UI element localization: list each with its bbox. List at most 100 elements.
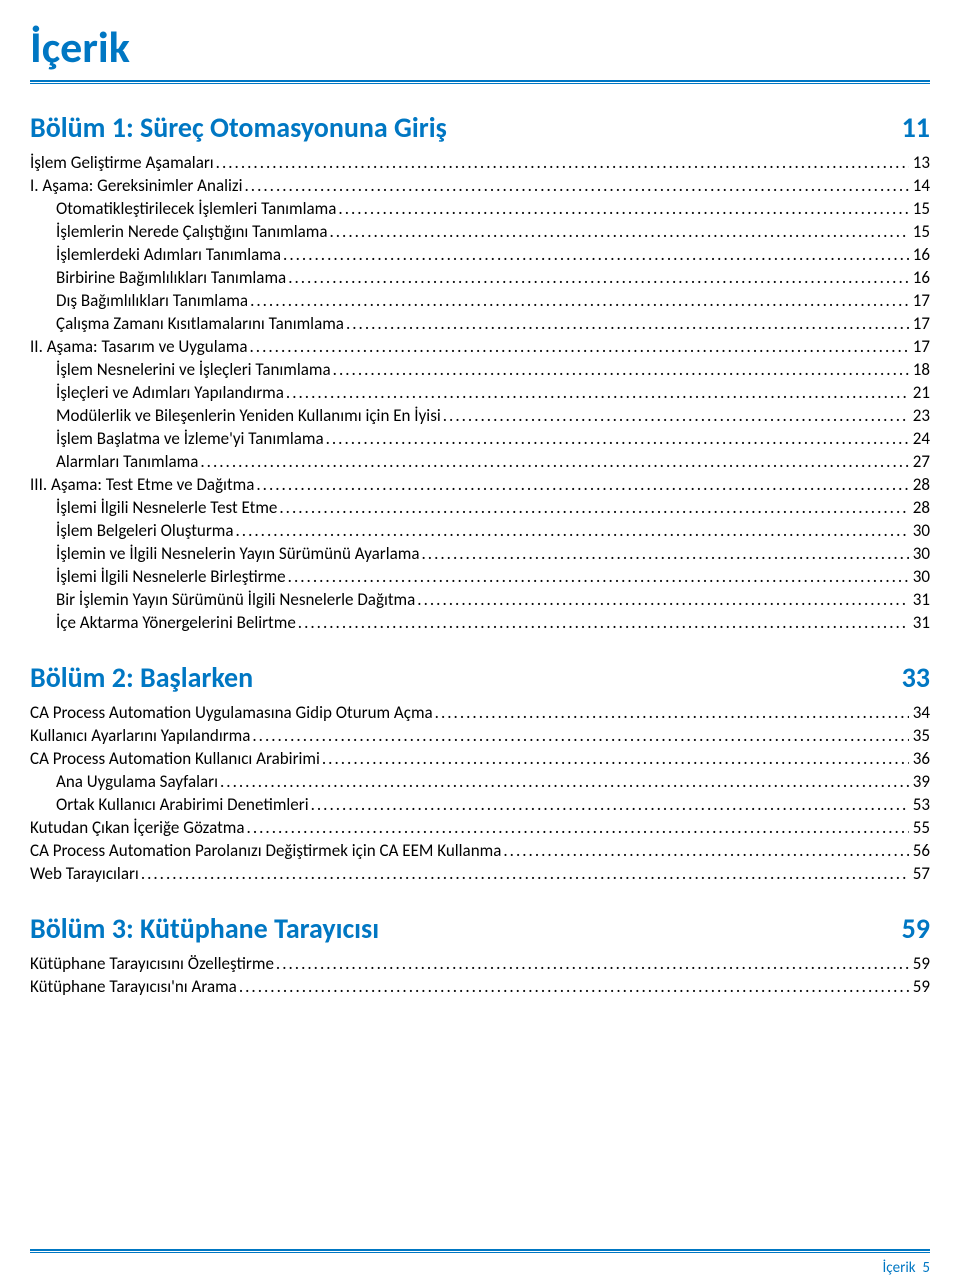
rule-bot <box>30 83 930 84</box>
toc-entry-page: 23 <box>913 404 930 427</box>
toc-container: Bölüm 1: Süreç Otomasyonuna Giriş11 İşlem… <box>30 110 930 998</box>
toc-leader-dots <box>236 519 909 542</box>
toc-entry: İşlemi İlgili Nesnelerle Test Etme28 <box>30 496 930 519</box>
chapter-heading: Bölüm 2: Başlarken33 <box>30 660 930 695</box>
toc-entry-page: 13 <box>913 151 930 174</box>
toc-entry-page: 36 <box>913 747 930 770</box>
toc-entry: İşlemlerdeki Adımları Tanımlama16 <box>30 243 930 266</box>
toc-entry-page: 15 <box>913 197 930 220</box>
toc-entry-text: CA Process Automation Kullanıcı Arabirim… <box>30 747 320 770</box>
toc-entry: Ana Uygulama Sayfaları39 <box>30 770 930 793</box>
toc-entry-page: 56 <box>913 839 930 862</box>
toc-leader-dots <box>276 952 909 975</box>
toc-entry-page: 28 <box>913 496 930 519</box>
toc-entry-text: İşlem Geliştirme Aşamaları <box>30 151 214 174</box>
toc-entry: Bir İşlemin Yayın Sürümünü İlgili Nesnel… <box>30 588 930 611</box>
footer-pagenum: 5 <box>922 1259 930 1277</box>
toc-entry: İşlem Nesnelerini ve İşleçleri Tanımlama… <box>30 358 930 381</box>
toc-leader-dots <box>286 381 909 404</box>
toc-entry-text: İşlemi İlgili Nesnelerle Birleştirme <box>56 565 286 588</box>
toc-entry-page: 28 <box>913 473 930 496</box>
chapter-heading: Bölüm 3: Kütüphane Tarayıcısı59 <box>30 911 930 946</box>
toc-entry-page: 34 <box>913 701 930 724</box>
toc-leader-dots <box>216 151 909 174</box>
toc-entry-text: Çalışma Zamanı Kısıtlamalarını Tanımlama <box>56 312 344 335</box>
toc-entry-page: 17 <box>913 289 930 312</box>
toc-leader-dots <box>250 335 909 358</box>
toc-entry-text: İşlem Belgeleri Oluşturma <box>56 519 234 542</box>
toc-entry: CA Process Automation Kullanıcı Arabirim… <box>30 747 930 770</box>
toc-leader-dots <box>346 312 909 335</box>
toc-entry-page: 27 <box>913 450 930 473</box>
toc-leader-dots <box>245 174 909 197</box>
toc-entry-text: Kullanıcı Ayarlarını Yapılandırma <box>30 724 250 747</box>
toc-entry-page: 57 <box>913 862 930 885</box>
chapter-title: Bölüm 3: Kütüphane Tarayıcısı <box>30 911 379 946</box>
footer-rule-top <box>30 1249 930 1251</box>
toc-section: CA Process Automation Uygulamasına Gidip… <box>30 701 930 885</box>
toc-entry-text: CA Process Automation Uygulamasına Gidip… <box>30 701 433 724</box>
toc-leader-dots <box>443 404 909 427</box>
toc-entry: Otomatikleştirilecek İşlemleri Tanımlama… <box>30 197 930 220</box>
toc-entry-page: 14 <box>913 174 930 197</box>
toc-entry-text: İşleçleri ve Adımları Yapılandırma <box>56 381 284 404</box>
toc-entry: Kütüphane Tarayıcısı'nı Arama 59 <box>30 975 930 998</box>
toc-leader-dots <box>298 611 909 634</box>
toc-entry: İşlemin ve İlgili Nesnelerin Yayın Sürüm… <box>30 542 930 565</box>
toc-entry-page: 15 <box>913 220 930 243</box>
toc-entry-page: 17 <box>913 335 930 358</box>
toc-entry: CA Process Automation Uygulamasına Gidip… <box>30 701 930 724</box>
toc-entry: Web Tarayıcıları 57 <box>30 862 930 885</box>
toc-entry-page: 59 <box>913 952 930 975</box>
toc-entry: Alarmları Tanımlama27 <box>30 450 930 473</box>
toc-leader-dots <box>322 747 909 770</box>
toc-entry-page: 55 <box>913 816 930 839</box>
toc-entry: Kütüphane Tarayıcısını Özelleştirme59 <box>30 952 930 975</box>
toc-entry-text: İşlemlerdeki Adımları Tanımlama <box>56 243 281 266</box>
toc-entry: İşlemlerin Nerede Çalıştığını Tanımlama 1… <box>30 220 930 243</box>
title-underline <box>30 80 930 84</box>
footer-rule <box>30 1249 930 1253</box>
toc-entry: İçe Aktarma Yönergelerini Belirtme 31 <box>30 611 930 634</box>
toc-entry-page: 30 <box>913 542 930 565</box>
toc-leader-dots <box>311 793 909 816</box>
toc-entry-text: Kutudan Çıkan İçeriğe Gözatma <box>30 816 245 839</box>
toc-entry-page: 21 <box>913 381 930 404</box>
toc-entry-text: Web Tarayıcıları <box>30 862 139 885</box>
toc-entry-text: Otomatikleştirilecek İşlemleri Tanımlama <box>56 197 336 220</box>
toc-entry-page: 24 <box>913 427 930 450</box>
toc-leader-dots <box>220 770 909 793</box>
toc-entry-page: 31 <box>913 611 930 634</box>
toc-entry-text: İşlemin ve İlgili Nesnelerin Yayın Sürüm… <box>56 542 420 565</box>
toc-entry-page: 16 <box>913 266 930 289</box>
toc-entry-text: Kütüphane Tarayıcısı'nı Arama <box>30 975 237 998</box>
toc-entry: Çalışma Zamanı Kısıtlamalarını Tanımlama… <box>30 312 930 335</box>
toc-entry-text: İşlem Başlatma ve İzleme'yi Tanımlama <box>56 427 324 450</box>
toc-entry-text: İşlem Nesnelerini ve İşleçleri Tanımlama <box>56 358 331 381</box>
toc-entry: Kutudan Çıkan İçeriğe Gözatma 55 <box>30 816 930 839</box>
toc-entry-text: İşlemlerin Nerede Çalıştığını Tanımlama <box>56 220 327 243</box>
toc-leader-dots <box>288 266 909 289</box>
toc-entry: I. Aşama: Gereksinimler Analizi14 <box>30 174 930 197</box>
toc-leader-dots <box>288 565 909 588</box>
toc-entry: II. Aşama: Tasarım ve Uygulama17 <box>30 335 930 358</box>
toc-leader-dots <box>283 243 909 266</box>
toc-leader-dots <box>503 839 908 862</box>
chapter-heading: Bölüm 1: Süreç Otomasyonuna Giriş11 <box>30 110 930 145</box>
toc-entry-text: Ana Uygulama Sayfaları <box>56 770 218 793</box>
toc-entry-text: İçe Aktarma Yönergelerini Belirtme <box>56 611 296 634</box>
footer-label: İçerik <box>883 1259 916 1277</box>
toc-entry-page: 59 <box>913 975 930 998</box>
toc-section: Kütüphane Tarayıcısını Özelleştirme59Küt… <box>30 952 930 998</box>
toc-entry: İşlem Geliştirme Aşamaları 13 <box>30 151 930 174</box>
toc-leader-dots <box>417 588 908 611</box>
chapter-page: 11 <box>902 110 930 145</box>
toc-leader-dots <box>239 975 909 998</box>
rule-top <box>30 80 930 82</box>
toc-entry: Birbirine Bağımlılıkları Tanımlama16 <box>30 266 930 289</box>
toc-entry-text: Ortak Kullanıcı Arabirimi Denetimleri <box>56 793 309 816</box>
toc-entry: Dış Bağımlılıkları Tanımlama17 <box>30 289 930 312</box>
toc-entry: İşlem Başlatma ve İzleme'yi Tanımlama 24 <box>30 427 930 450</box>
toc-entry: Kullanıcı Ayarlarını Yapılandırma35 <box>30 724 930 747</box>
toc-leader-dots <box>338 197 908 220</box>
